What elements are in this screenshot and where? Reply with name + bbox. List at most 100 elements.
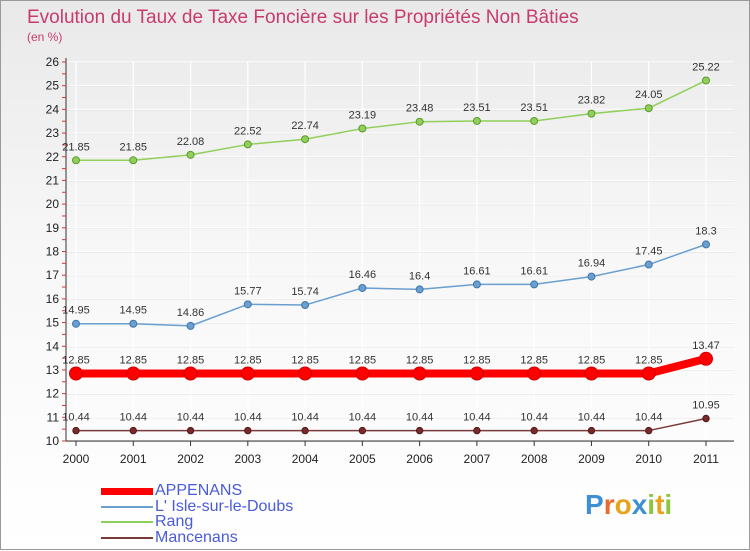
y-tick-label: 24 [46,102,60,116]
data-point [186,321,195,330]
series-line-3 [75,417,707,432]
x-tick-label: 2001 [120,452,147,466]
data-label: 10.44 [406,412,434,424]
data-label: 15.74 [291,286,319,298]
data-label: 14.95 [62,305,90,317]
data-point [699,351,713,366]
data-label: 12.85 [177,354,205,366]
x-tick-label: 2005 [349,452,376,466]
y-tick-label: 17 [46,268,60,282]
x-tick-label: 2009 [578,452,605,466]
data-point [358,283,367,292]
data-point [69,366,83,381]
y-tick-label: 14 [46,339,60,353]
data-point [243,300,252,309]
y-tick-label: 18 [46,245,60,259]
data-label: 16.46 [349,269,377,281]
data-label: 21.85 [120,141,148,153]
data-point [186,426,195,435]
data-label: 16.94 [578,258,606,270]
data-point [641,366,656,381]
y-tick-label: 10 [46,434,60,448]
data-point [126,366,141,381]
data-label: 10.44 [234,412,262,424]
data-label: 10.44 [578,412,606,424]
data-label: 12.85 [406,354,434,366]
data-label: 18.3 [695,225,716,237]
data-point [183,366,198,381]
legend-swatch [101,536,153,539]
data-point [415,426,424,435]
data-label: 12.85 [635,354,663,366]
y-tick-label: 16 [46,292,60,306]
data-label: 10.44 [349,412,377,424]
data-point [530,116,539,125]
data-point [527,366,542,381]
legend-label: Mancenans [155,528,238,546]
data-label: 10.44 [120,412,148,424]
data-point [129,426,137,435]
legend-swatch [101,505,153,508]
data-point [72,156,80,165]
y-tick-label: 12 [46,387,60,401]
data-label: 12.85 [291,354,319,366]
data-point [301,135,310,144]
y-tick-label: 20 [46,197,60,211]
data-label: 10.95 [692,399,720,411]
data-point [129,156,138,165]
data-point [473,426,481,435]
data-label: 23.51 [520,102,548,114]
data-label: 23.82 [578,95,606,107]
data-label: 23.48 [406,103,434,115]
series-line-2 [75,79,707,162]
legend-swatch [101,488,153,495]
data-label: 10.44 [177,412,205,424]
data-point [243,140,252,149]
data-label: 10.44 [635,412,663,424]
proxiti-logo: Proxiti [585,489,672,521]
y-tick-label: 26 [46,55,60,69]
logo-letter: x [631,489,648,520]
data-point [301,426,309,435]
y-tick-label: 13 [46,363,60,377]
data-point [530,426,538,435]
data-label: 14.86 [177,307,205,319]
legend-swatch [101,521,153,523]
data-label: 16.4 [409,270,430,282]
x-tick-label: 2004 [292,452,319,466]
data-point [240,366,255,381]
data-point [469,366,484,381]
data-label: 10.44 [520,412,548,424]
logo-letter: P [585,489,604,520]
y-tick-label: 21 [46,173,60,187]
data-label: 21.85 [62,141,90,153]
data-point [358,124,367,133]
x-tick-label: 2002 [177,452,204,466]
data-point [244,426,252,435]
data-label: 12.85 [349,354,377,366]
data-point [415,285,424,294]
data-point [587,109,596,118]
y-tick-label: 19 [46,221,60,235]
data-point [72,426,80,435]
y-tick-label: 22 [46,150,60,164]
data-point [412,366,427,381]
y-tick-label: 11 [47,410,60,424]
x-tick-label: 2000 [63,452,90,466]
data-label: 12.85 [463,354,491,366]
data-label: 22.08 [177,136,205,148]
data-label: 23.51 [463,102,491,114]
data-point [644,260,653,269]
y-tick-label: 15 [46,316,60,330]
data-point [72,319,80,328]
data-label: 12.85 [120,354,148,366]
data-label: 13.47 [692,340,720,352]
data-label: 12.85 [578,354,606,366]
data-point [702,76,710,85]
data-point [358,426,367,435]
data-label: 14.95 [120,305,148,317]
data-label: 22.74 [291,120,319,132]
data-label: 12.85 [234,354,262,366]
data-point [186,150,195,159]
